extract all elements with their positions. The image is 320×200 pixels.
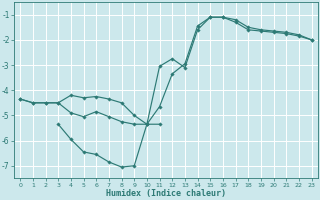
X-axis label: Humidex (Indice chaleur): Humidex (Indice chaleur): [106, 189, 226, 198]
